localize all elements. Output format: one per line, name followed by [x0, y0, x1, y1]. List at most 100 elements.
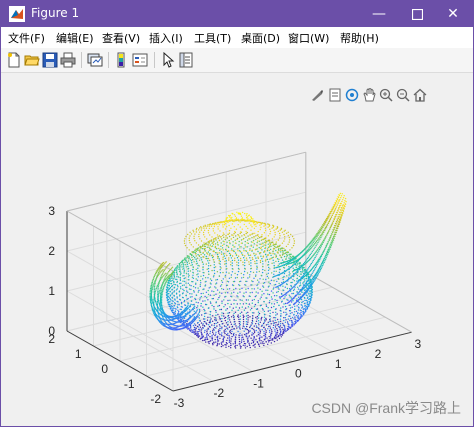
menu-view[interactable]: 查看(V): [102, 32, 141, 45]
teapot-point: [157, 293, 159, 296]
teapot-point: [189, 231, 191, 233]
teapot-point: [335, 214, 337, 216]
teapot-point: [264, 253, 267, 256]
teapot-point: [202, 288, 204, 291]
teapot-point: [314, 246, 316, 248]
pan-icon[interactable]: [362, 88, 376, 102]
menu-desktop[interactable]: 桌面(D): [241, 32, 281, 45]
teapot-point: [333, 233, 335, 236]
teapot-point: [238, 338, 241, 341]
maximize-button[interactable]: [394, 1, 440, 27]
teapot-point: [200, 275, 202, 277]
close-icon: ✕: [447, 6, 459, 22]
teapot-point: [266, 256, 268, 258]
menu-window[interactable]: 窗口(W): [288, 32, 330, 45]
teapot-point: [194, 287, 197, 289]
teapot-point: [255, 223, 257, 225]
save-icon[interactable]: [42, 52, 58, 68]
teapot-point: [210, 302, 212, 304]
teapot-point: [268, 225, 270, 227]
teapot-point: [176, 297, 178, 299]
teapot-point: [206, 332, 208, 335]
teapot-point: [157, 284, 160, 286]
teapot-point: [153, 282, 155, 285]
teapot-point: [252, 258, 254, 261]
teapot-point: [217, 330, 220, 333]
teapot-point: [282, 266, 285, 269]
teapot-point: [343, 195, 345, 197]
teapot-point: [272, 243, 275, 245]
teapot-point: [181, 313, 183, 315]
teapot-point: [195, 310, 198, 312]
teapot-point: [191, 254, 193, 256]
teapot-point: [242, 238, 244, 241]
teapot-point: [297, 269, 299, 272]
teapot-point: [271, 330, 273, 333]
print-icon[interactable]: [60, 52, 76, 68]
teapot-point: [179, 282, 181, 285]
teapot-point: [334, 217, 336, 219]
x-tick-label: -1: [253, 376, 264, 390]
teapot-point: [249, 233, 251, 236]
menu-insert[interactable]: 插入(I): [149, 32, 183, 45]
open-file-icon[interactable]: [24, 52, 40, 68]
teapot-point: [246, 333, 248, 335]
teapot-point: [180, 314, 182, 316]
rotate-3d-icon[interactable]: [345, 88, 359, 102]
teapot-point: [333, 227, 335, 229]
close-button[interactable]: ✕: [430, 1, 474, 27]
insert-colorbar-icon[interactable]: [114, 52, 130, 68]
menu-help[interactable]: 帮助(H): [340, 32, 379, 45]
teapot-point: [324, 221, 326, 223]
teapot-point: [308, 292, 310, 294]
teapot-point: [340, 214, 342, 216]
teapot-point: [288, 274, 290, 276]
teapot-point: [278, 258, 280, 261]
teapot-point: [203, 247, 205, 250]
zoom-in-icon[interactable]: [379, 88, 393, 102]
teapot-point: [205, 255, 207, 258]
teapot-point: [244, 246, 247, 248]
menu-tools[interactable]: 工具(T): [194, 32, 232, 45]
teapot-point: [233, 246, 235, 248]
teapot-point: [153, 287, 156, 289]
teapot-point: [257, 292, 259, 294]
teapot-point: [192, 231, 195, 233]
home-icon[interactable]: [413, 88, 427, 102]
teapot-point: [206, 329, 208, 331]
new-figure-icon[interactable]: [6, 52, 22, 68]
teapot-point: [331, 243, 333, 245]
menu-file[interactable]: 文件(F): [8, 32, 45, 45]
teapot-point: [156, 270, 158, 272]
teapot-point: [289, 296, 291, 298]
brush-icon[interactable]: [310, 88, 324, 102]
zoom-out-icon[interactable]: [396, 88, 410, 102]
datatip-icon[interactable]: [328, 88, 342, 102]
teapot-point: [186, 324, 189, 326]
teapot-point: [324, 229, 326, 232]
teapot-point: [295, 271, 297, 274]
figure-canvas[interactable]: 0 1 2 3 2 1 0 -1 -2 -3 -2 -1 0 1 2 3 CSDN @Frank学习路上: [1, 73, 473, 426]
teapot-point: [313, 269, 315, 272]
teapot-point: [207, 324, 210, 326]
menu-edit[interactable]: 编辑(E): [56, 32, 94, 45]
select-arrow-icon[interactable]: [160, 52, 176, 68]
insert-legend-icon[interactable]: [132, 52, 148, 68]
teapot-point: [174, 315, 176, 318]
teapot-point: [196, 274, 198, 276]
teapot-point: [248, 263, 250, 265]
teapot-point: [162, 271, 165, 273]
teapot-point: [184, 244, 187, 247]
teapot-point: [187, 311, 189, 313]
teapot-point: [228, 312, 231, 314]
teapot-point: [180, 261, 182, 264]
teapot-point: [219, 327, 221, 330]
teapot-point: [303, 289, 306, 291]
minimize-button[interactable]: —: [356, 1, 402, 27]
link-plot-icon[interactable]: [87, 52, 103, 68]
teapot-point: [221, 302, 223, 304]
teapot-point: [247, 277, 249, 279]
property-inspector-icon[interactable]: [178, 52, 194, 68]
teapot-point: [203, 331, 206, 333]
